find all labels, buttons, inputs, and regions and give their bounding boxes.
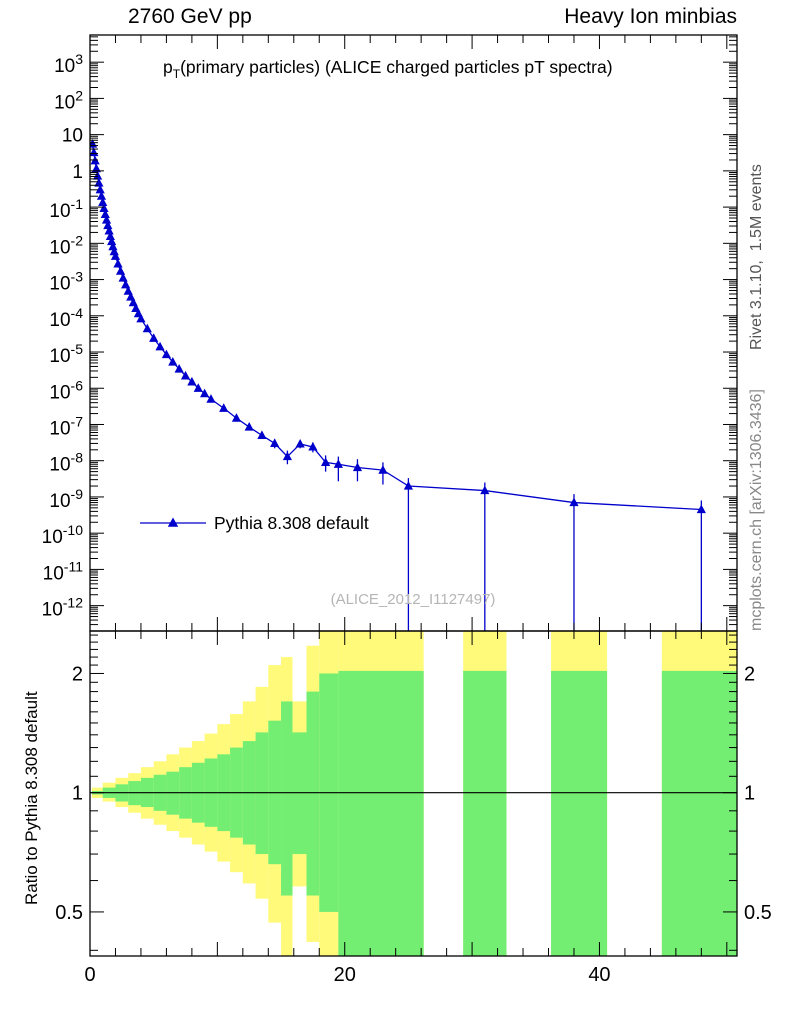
plot-title-subscript: T — [172, 67, 181, 81]
svg-text:10-4: 10-4 — [49, 305, 83, 331]
triangle-marker — [257, 430, 267, 439]
svg-text:10: 10 — [62, 126, 83, 147]
svg-text:103: 103 — [54, 51, 83, 77]
triangle-marker — [403, 481, 414, 490]
svg-text:10-11: 10-11 — [43, 558, 84, 584]
triangle-marker — [95, 184, 105, 194]
ratio-axis-label: Ratio to Pythia 8.308 default — [22, 691, 41, 905]
triangle-marker — [155, 341, 165, 351]
beam-energy-title: 2760 GeV pp — [128, 5, 252, 28]
plot-title: pT(primary particles) (ALICE charged par… — [163, 57, 613, 81]
triangle-marker — [480, 485, 490, 495]
svg-text:0: 0 — [84, 964, 95, 986]
svg-text:20: 20 — [334, 964, 356, 986]
triangle-marker — [104, 225, 114, 235]
triangle-marker — [321, 457, 331, 466]
svg-text:2: 2 — [72, 663, 83, 685]
triangle-marker — [113, 258, 123, 268]
triangle-marker — [193, 383, 203, 392]
svg-text:1: 1 — [744, 783, 755, 805]
triangle-marker — [333, 459, 343, 468]
triangle-marker — [103, 220, 113, 230]
triangle-marker — [206, 394, 216, 403]
mcplots-arxiv-label: mcplots.cern.ch [arXiv:1306.3436] — [748, 389, 765, 631]
axis-ticks — [89, 35, 737, 956]
ratio-frame — [89, 630, 738, 957]
svg-text:10-5: 10-5 — [49, 341, 83, 367]
triangle-marker — [244, 422, 254, 431]
svg-text:10-6: 10-6 — [49, 377, 83, 403]
legend-marker — [140, 517, 206, 527]
triangle-marker — [99, 203, 109, 213]
triangle-marker — [115, 266, 126, 275]
triangle-marker — [101, 215, 112, 224]
triangle-marker — [378, 465, 388, 474]
svg-text:10-7: 10-7 — [49, 413, 83, 439]
triangle-marker — [142, 323, 152, 333]
triangle-marker — [93, 171, 103, 180]
triangle-marker — [98, 197, 108, 206]
triangle-marker — [96, 191, 107, 200]
svg-text:1: 1 — [72, 783, 83, 805]
triangle-marker — [200, 388, 210, 398]
triangle-marker — [118, 273, 128, 282]
svg-text:2: 2 — [744, 663, 755, 685]
triangle-marker — [174, 363, 184, 373]
triangle-marker — [282, 451, 293, 461]
analysis-id-watermark: (ALICE_2012_I1127497) — [330, 591, 496, 608]
svg-text:10-9: 10-9 — [49, 486, 83, 512]
triangle-marker — [91, 163, 101, 173]
triangle-marker — [231, 413, 242, 422]
spectrum-line — [91, 143, 702, 511]
triangle-marker — [187, 376, 197, 386]
triangle-marker — [352, 462, 363, 472]
svg-text:10-12: 10-12 — [42, 595, 84, 621]
triangle-marker — [109, 246, 119, 256]
triangle-marker — [161, 349, 172, 359]
triangle-marker — [696, 504, 706, 514]
svg-text:10-1: 10-1 — [49, 196, 83, 222]
triangle-marker — [149, 333, 159, 342]
triangle-marker — [569, 497, 579, 507]
triangle-marker — [121, 279, 131, 289]
svg-text:0.5: 0.5 — [55, 902, 83, 924]
triangle-marker — [136, 313, 146, 323]
triangle-marker — [180, 370, 191, 380]
rivet-version-label: Rivet 3.1.10, 1.5M events — [748, 164, 765, 350]
svg-text:10-10: 10-10 — [42, 522, 84, 548]
svg-text:10-8: 10-8 — [49, 450, 83, 476]
triangle-marker — [94, 178, 104, 187]
svg-text:10-2: 10-2 — [49, 232, 83, 258]
process-title: Heavy Ion minbias — [564, 5, 737, 28]
svg-text:0.5: 0.5 — [744, 902, 772, 924]
axis-tick-labels: 10310210110-110-210-310-410-510-610-710-… — [42, 51, 772, 986]
plot-title-p: p — [163, 57, 173, 77]
svg-text:102: 102 — [54, 87, 83, 113]
triangle-marker — [105, 231, 115, 241]
triangle-marker — [270, 438, 280, 448]
svg-text:10-3: 10-3 — [49, 269, 83, 295]
spectrum-series — [90, 139, 706, 631]
triangle-marker — [308, 441, 318, 451]
svg-text:40: 40 — [588, 964, 610, 986]
triangle-marker — [110, 251, 121, 260]
plot-title-rest: (primary particles) (ALICE charged parti… — [180, 57, 613, 77]
triangle-marker — [108, 241, 118, 251]
triangle-marker — [168, 357, 178, 366]
main-frame — [89, 34, 738, 632]
triangle-marker — [295, 438, 305, 448]
svg-text:1: 1 — [72, 162, 83, 183]
legend-label: Pythia 8.308 default — [214, 513, 369, 533]
ratio-uncertainty-bands — [91, 631, 737, 956]
triangle-marker — [219, 403, 229, 412]
triangle-marker — [107, 236, 117, 246]
triangle-marker — [100, 209, 110, 218]
